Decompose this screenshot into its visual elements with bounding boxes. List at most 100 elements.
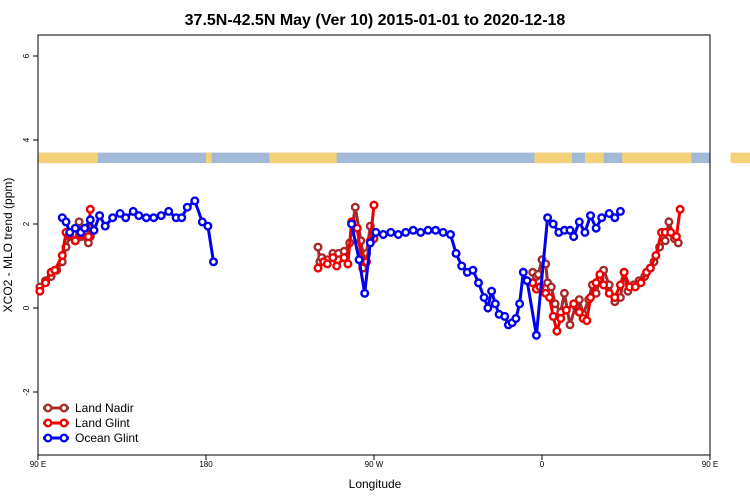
data-point [500,311,510,321]
y-tick-label: -2 [22,388,31,396]
data-point [664,217,674,227]
data-point [416,227,426,237]
data-point [386,227,396,237]
data-point [483,303,493,313]
data-point [515,299,525,309]
data-point [582,316,592,326]
data-point [354,255,364,265]
data-point [660,236,670,246]
data-point [149,213,159,223]
data-point [569,299,579,309]
data-point [666,227,676,237]
data-point [479,293,489,303]
data-point [100,221,110,231]
data-point [619,267,629,277]
data-point [599,280,609,290]
data-point [128,206,138,216]
data-point [490,299,500,309]
x-tick-label: 180 [199,460,213,469]
data-point [85,215,95,225]
data-point [197,217,207,227]
data-point [545,293,555,303]
data-point [586,293,596,303]
data-point [636,278,646,288]
data-point [522,276,532,286]
data-point [182,202,192,212]
data-point [85,204,95,214]
data-point [350,202,360,212]
x-tick-label: 0 [540,460,545,469]
data-point [457,261,467,271]
data-point [580,227,590,237]
data-point [343,259,353,269]
land-band [206,152,212,164]
data-point [561,305,571,315]
data-point [671,232,681,242]
data-point [591,223,601,233]
data-point [339,253,349,263]
data-point [446,229,456,239]
legend-label: Land Glint [75,416,130,430]
data-point [615,280,625,290]
data-point [360,288,370,298]
data-point [518,267,528,277]
y-tick-label: 6 [22,53,31,58]
data-point [675,204,685,214]
data-point [121,213,131,223]
data-point [177,213,187,223]
data-point [141,213,151,223]
x-axis: 90 E 180 90 W 0 90 E [30,455,718,469]
data-point [332,261,342,271]
data-point [546,282,556,292]
data-point [108,213,118,223]
data-point [651,250,661,260]
legend-swatch-marker [59,433,69,443]
data-point [57,250,67,260]
data-point [322,259,332,269]
land-band [38,152,98,164]
data-point [552,326,562,336]
data-point [597,213,607,223]
data-point [565,320,575,330]
data-point [83,232,93,242]
y-axis-label: XCO2 - MLO trend (ppm) [1,178,15,313]
data-point [347,219,357,229]
legend-swatch-marker [43,403,53,413]
data-point [371,227,381,237]
data-point [615,206,625,216]
data-point [70,236,80,246]
data-point [74,217,84,227]
data-point [156,211,166,221]
data-point [556,314,566,324]
data-point [438,227,448,237]
data-point [468,265,478,275]
data-point [559,288,569,298]
data-point [408,225,418,235]
legend-swatch-marker [43,433,53,443]
data-point [134,211,144,221]
legend-swatch-marker [59,403,69,413]
x-tick-label: 90 E [30,460,46,469]
data-point [511,314,521,324]
data-point [645,263,655,273]
data-point [531,330,541,340]
land-sea-strip [38,152,750,164]
data-point [95,211,105,221]
data-point [604,288,614,298]
data-point [80,223,90,233]
data-point [328,253,338,263]
land-band [269,152,337,164]
data-point [313,242,323,252]
data-point [365,238,375,248]
data-point [451,248,461,258]
legend-label: Land Nadir [75,401,134,415]
legend-swatch-marker [43,418,53,428]
x-tick-label: 90 E [702,460,718,469]
data-point [203,221,213,231]
land-band [584,152,604,164]
data-point [543,213,553,223]
data-point [369,200,379,210]
data-point [41,278,51,288]
x-axis-label: Longitude [349,477,402,491]
